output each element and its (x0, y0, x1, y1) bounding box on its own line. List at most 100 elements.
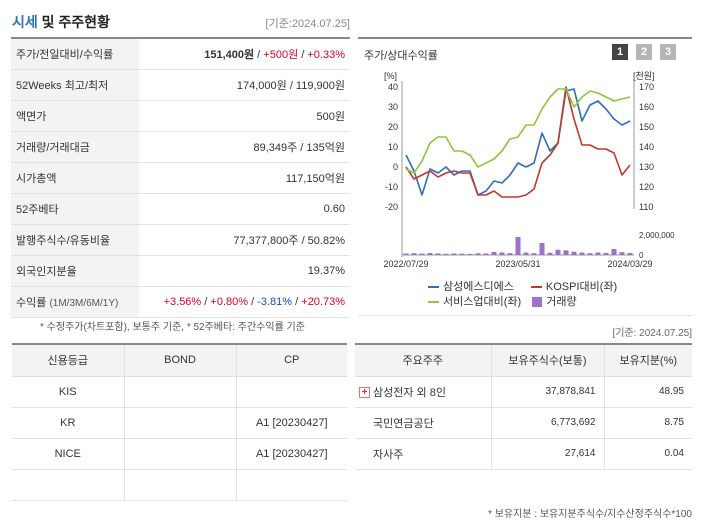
row-value: 77,377,800주 / 50.82% (139, 224, 350, 256)
table-header-row: 주요주주 보유주식수(보통) 보유지분(%) (355, 343, 692, 377)
table-header-row: 신용등급 BOND CP (12, 343, 347, 377)
volume-bar (555, 249, 561, 255)
right-tick-label: 170 (639, 82, 654, 92)
row-label: 수익률 (1M/3M/6M/1Y) (11, 286, 139, 318)
table-cell (124, 407, 237, 439)
table-cell (236, 469, 347, 501)
row-label: 시가총액 (11, 162, 139, 194)
volume-bar (611, 249, 617, 255)
table-row: KR A1 [20230427] (12, 407, 347, 439)
holder-ratio: 0.04 (604, 438, 692, 470)
holder-shares: 6,773,692 (491, 407, 605, 439)
column-header: 신용등급 (12, 343, 125, 377)
chart-title: 주가/상대수익률 (364, 50, 438, 62)
table-row: 주가/전일대비/수익률 151,400원 / +500원 / +0.33% (11, 37, 350, 70)
table-cell (124, 438, 237, 470)
legend-label-volume: 거래량 (546, 296, 577, 308)
left-tick-label: 10 (388, 142, 398, 152)
table-cell (124, 469, 237, 501)
volume-bar (531, 253, 537, 255)
price-value-cell: 151,400원 / +500원 / +0.33% (139, 37, 350, 70)
table-row: 외국인지분율 19.37% (11, 255, 350, 287)
left-tick-label: 0 (393, 162, 398, 172)
row-label: 발행주식수/유동비율 (11, 224, 139, 256)
return-1m: +3.56% (163, 295, 202, 308)
return-6m: -3.81% (257, 295, 293, 308)
right-tick-label: 160 (639, 102, 654, 112)
volume-bar (515, 237, 521, 255)
title-rest: 및 주주현황 (37, 14, 110, 30)
label-main: 수익률 (16, 296, 47, 309)
holder-ratio: 48.95 (604, 376, 692, 408)
legend-swatch-kospi (530, 286, 542, 289)
x-tick-label: 2024/03/29 (607, 259, 652, 269)
volume-bar (539, 243, 545, 255)
volume-bar (403, 253, 409, 255)
holder-name: 자사주 (373, 448, 404, 461)
volume-tick-label: 0 (639, 251, 644, 260)
row-label: 거래량/거래대금 (11, 131, 139, 163)
volume-bar (491, 252, 497, 255)
row-value: 174,000원 / 119,900원 (139, 69, 350, 101)
right-tick-label: 150 (639, 122, 654, 132)
table-cell (236, 376, 347, 408)
left-tick-label: -10 (385, 182, 398, 192)
volume-bar (547, 252, 553, 255)
volume-bar (467, 253, 473, 255)
volume-bar (475, 253, 481, 255)
holder-name-cell: 국민연금공단 (355, 407, 492, 439)
row-value: 117,150억원 (139, 162, 350, 194)
table-row: 거래량/거래대금 89,349주 / 135억원 (11, 131, 350, 163)
volume-bar (603, 253, 609, 255)
x-tick-label: 2023/05/31 (495, 259, 540, 269)
left-tick-label: 20 (388, 122, 398, 132)
legend-swatch-service (428, 301, 439, 304)
volume-bar (587, 253, 593, 255)
price-change-rate: +0.33% (307, 48, 345, 61)
expand-plus-icon[interactable]: + (359, 386, 370, 398)
legend-row-1: 삼성에스디에스 KOSPI대비(좌) (428, 278, 617, 294)
row-label: 주가/전일대비/수익률 (11, 37, 139, 70)
row-label: 외국인지분율 (11, 255, 139, 287)
column-header: 주요주주 (355, 343, 492, 377)
table-row: KIS (12, 376, 347, 408)
chart-page-1-button[interactable]: 1 (612, 44, 628, 60)
page-title: 시세 및 주주현황 (12, 12, 110, 32)
volume-bar (627, 253, 633, 255)
separator: / (295, 295, 302, 308)
table-cell: NICE (12, 438, 125, 470)
table-row: 발행주식수/유동비율 77,377,800주 / 50.82% (11, 224, 350, 256)
table-cell: KIS (12, 376, 125, 408)
chart-page-2-button[interactable]: 2 (636, 44, 652, 60)
table-row: 시가총액 117,150억원 (11, 162, 350, 194)
title-accent: 시세 (12, 14, 38, 30)
returns-cell: +3.56% / +0.80% / -3.81% / +20.73% (139, 286, 350, 318)
volume-bar (459, 253, 465, 255)
volume-bar (523, 252, 529, 255)
volume-bar (619, 252, 625, 255)
table-row: + 삼성전자 외 8인 37,878,841 48.95 (355, 376, 692, 408)
volume-bar (563, 250, 569, 255)
current-price: 151,400원 (204, 48, 255, 61)
holder-name: 국민연금공단 (373, 417, 434, 430)
row-value: 500원 (139, 100, 350, 132)
left-axis-unit: [%] (384, 71, 397, 81)
table-row (12, 469, 347, 501)
label-sub: (1M/3M/6M/1Y) (49, 297, 119, 309)
table-row: 액면가 500원 (11, 100, 350, 132)
footnote-right: * 보유지분 : 보유지분주식수/지수산정주식수*100 (488, 509, 692, 520)
volume-bar (499, 252, 505, 255)
column-header: 보유지분(%) (604, 343, 692, 377)
series-line (405, 88, 631, 196)
chart-page-3-button[interactable]: 3 (660, 44, 676, 60)
volume-bar (507, 253, 513, 255)
volume-bar (435, 253, 441, 255)
footnote-left: * 수정주가(차트포함), 보통주 기준, * 52주베타: 주간수익률 기준 (40, 322, 305, 333)
volume-bar (443, 253, 449, 255)
base-date: [기준:2024.07.25] (265, 18, 350, 30)
separator: / (254, 48, 264, 61)
legend-label-kospi: KOSPI대비(좌) (545, 281, 618, 293)
holder-name-cell: + 삼성전자 외 8인 (355, 376, 492, 408)
x-tick-label: 2022/07/29 (383, 259, 428, 269)
left-tick-label: 30 (388, 102, 398, 112)
